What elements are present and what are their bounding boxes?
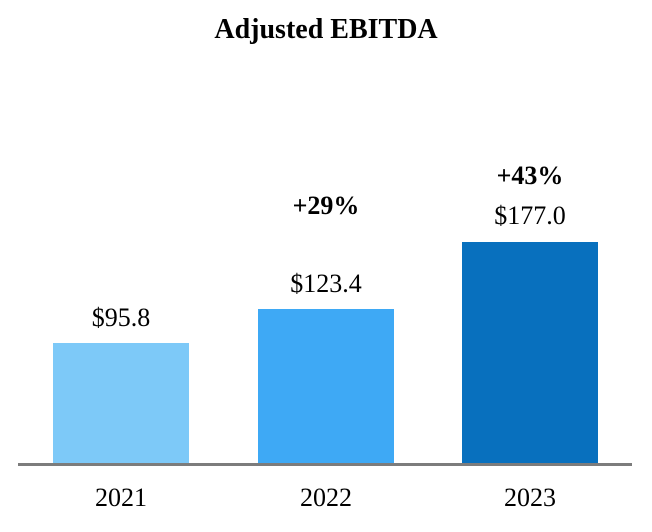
x-axis-line	[18, 463, 632, 466]
value-label-2021: $95.8	[91, 303, 151, 332]
pct-change-label-2022: +29%	[292, 191, 360, 220]
x-tick-label-2021: 2021	[95, 483, 147, 512]
x-tick-label-2023: 2023	[504, 483, 556, 512]
bar-2021	[53, 343, 189, 463]
value-label-2023: $177.0	[494, 201, 566, 230]
x-tick-label-2022: 2022	[300, 483, 352, 512]
pct-change-label-2023: +43%	[496, 161, 564, 190]
value-label-2022: $123.4	[290, 269, 362, 298]
bar-2022	[258, 309, 394, 463]
bar-2023	[462, 242, 598, 463]
chart-title: Adjusted EBITDA	[214, 14, 438, 45]
